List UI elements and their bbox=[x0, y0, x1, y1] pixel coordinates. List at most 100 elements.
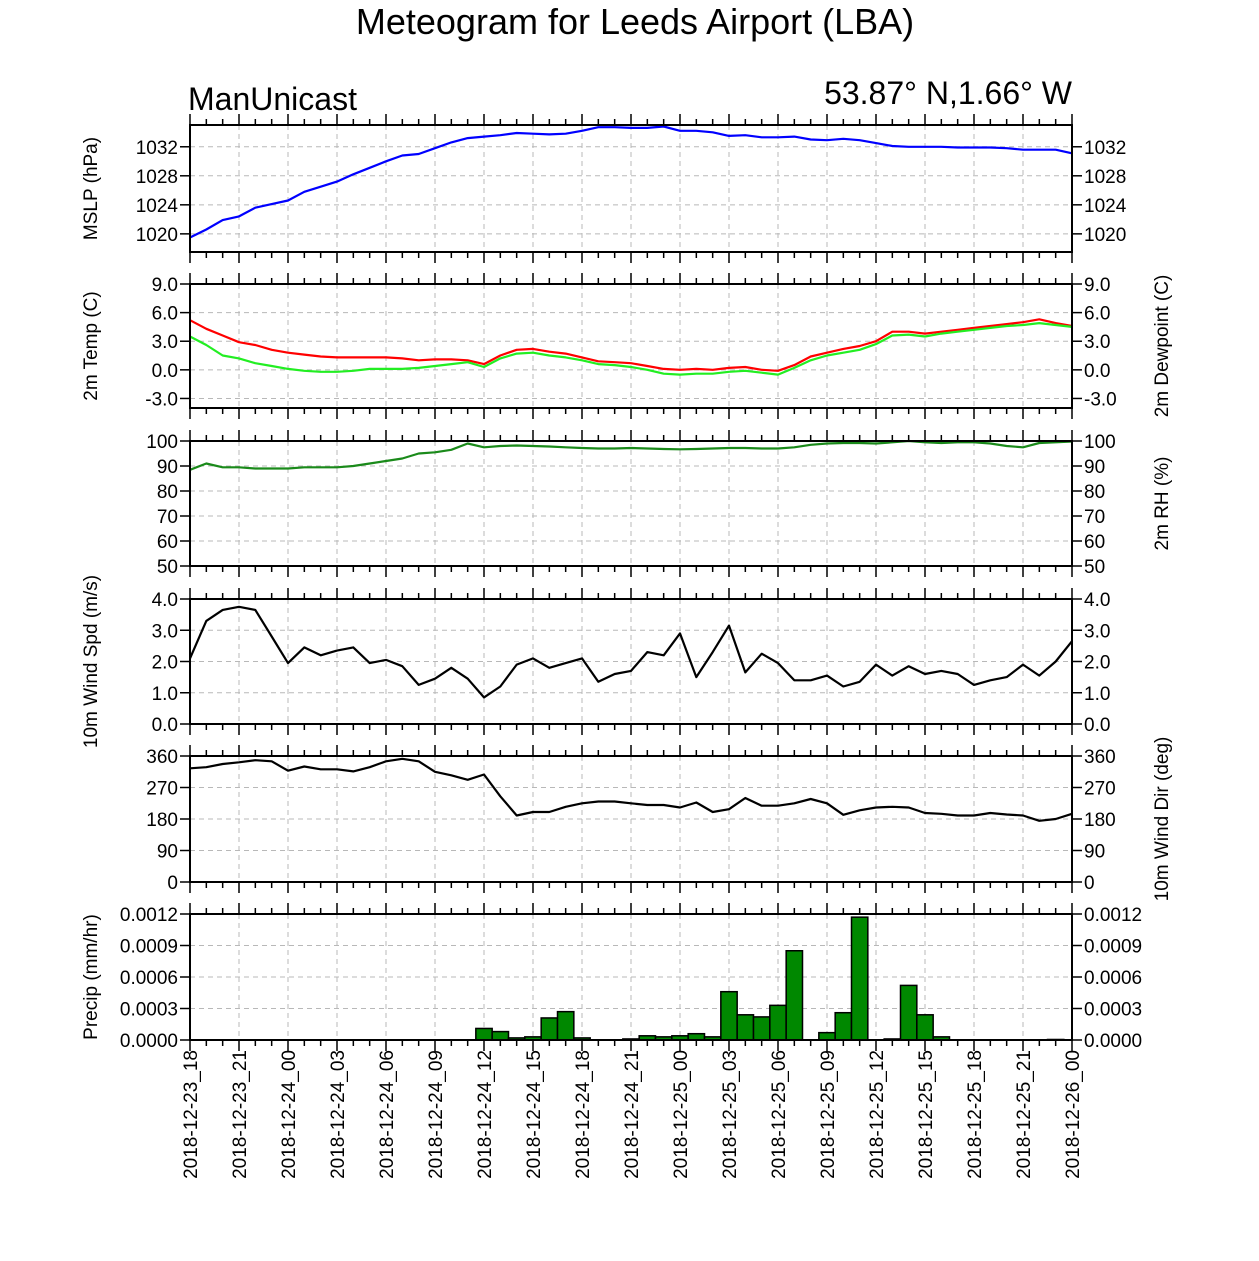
precip-bar bbox=[752, 1016, 771, 1041]
y-tick-label-right: 80 bbox=[1084, 482, 1105, 503]
y-tick-label-right: 270 bbox=[1084, 779, 1116, 800]
precip-bar bbox=[736, 1014, 755, 1041]
series-line-0 bbox=[189, 318, 1073, 372]
precip-bar bbox=[769, 1004, 787, 1041]
y-tick-label-right: 50 bbox=[1084, 557, 1105, 578]
chart-subtitle-left: ManUnicast bbox=[188, 81, 357, 117]
y-tick-label-left: 1020 bbox=[136, 225, 178, 246]
y-tick-label-left: 2.0 bbox=[152, 653, 178, 674]
y-tick-label-left: 100 bbox=[146, 432, 178, 453]
y-tick-label-right: 0.0006 bbox=[1084, 968, 1142, 989]
y-tick-label-right: 180 bbox=[1084, 810, 1116, 831]
x-tick-label: 2018-12-25_03 bbox=[720, 1050, 741, 1179]
y-tick-label-left: 180 bbox=[146, 810, 178, 831]
y-tick-label-right: 100 bbox=[1084, 432, 1116, 453]
y-tick-label-right: -3.0 bbox=[1084, 389, 1117, 410]
y-tick-label-right: 0.0012 bbox=[1084, 905, 1142, 926]
precip-bar bbox=[720, 990, 738, 1041]
precip-bar bbox=[850, 916, 869, 1041]
y-tick-label-left: 90 bbox=[157, 457, 178, 478]
x-tick-label: 2018-12-25_06 bbox=[769, 1050, 790, 1179]
y-tick-label-right: 1.0 bbox=[1084, 684, 1110, 705]
series-line-1 bbox=[189, 322, 1073, 376]
panel-4: 0 0 90 90 180 180 270 270 360 360 10m Wind Dir (de… bbox=[146, 737, 1173, 902]
y-tick-label-left: 360 bbox=[146, 747, 178, 768]
y-tick-label-right: 4.0 bbox=[1084, 590, 1110, 611]
y-tick-label-right: 3.0 bbox=[1084, 621, 1110, 642]
precip-bar bbox=[785, 950, 804, 1041]
y-tick-label-left: 4.0 bbox=[152, 590, 178, 611]
y-tick-label-right: 1020 bbox=[1084, 225, 1126, 246]
chart-title: Meteogram for Leeds Airport (LBA) bbox=[356, 1, 914, 42]
y-tick-label-left: 50 bbox=[157, 557, 178, 578]
precip-bar bbox=[556, 1010, 575, 1041]
y-tick-label-left: 0.0 bbox=[152, 361, 178, 382]
y-axis-title-left: Precip (mm/hr) bbox=[81, 914, 102, 1040]
series-line-0 bbox=[189, 757, 1073, 822]
x-tick-label: 2018-12-24_03 bbox=[328, 1050, 349, 1179]
y-tick-label-left: 6.0 bbox=[152, 304, 178, 325]
y-tick-label-right: 9.0 bbox=[1084, 275, 1110, 296]
panel-0: 1020 1020 1024 1024 1028 1028 1032 1032 MSLP (hP… bbox=[81, 114, 1127, 263]
y-tick-label-right: 60 bbox=[1084, 532, 1105, 553]
precip-bar bbox=[916, 1014, 934, 1041]
y-axis-title-right: 2m RH (%) bbox=[1152, 457, 1173, 551]
x-tick-label: 2018-12-24_06 bbox=[377, 1050, 398, 1179]
precip-bar bbox=[491, 1030, 510, 1041]
y-tick-label-left: 3.0 bbox=[152, 332, 178, 353]
x-axis: 2018-12-23_18 2018-12-23_21 2018-12-24_00 2… bbox=[181, 1050, 1084, 1179]
series-line-0 bbox=[188, 605, 1073, 699]
y-tick-label-left: 90 bbox=[157, 842, 178, 863]
panel-1: -3.0 -3.0 0.0 0.0 3.0 3.0 6.0 6.0 9.0 9.0 2m Temp … bbox=[81, 273, 1173, 419]
y-tick-label-right: 0.0 bbox=[1084, 715, 1110, 736]
y-tick-label-right: 3.0 bbox=[1084, 332, 1110, 353]
precip-bar bbox=[540, 1017, 559, 1041]
y-tick-label-left: 70 bbox=[157, 507, 178, 528]
x-tick-label: 2018-12-25_12 bbox=[867, 1050, 888, 1179]
x-tick-label: 2018-12-25_09 bbox=[818, 1050, 839, 1179]
x-tick-label: 2018-12-25_18 bbox=[965, 1050, 986, 1179]
y-tick-label-left: 3.0 bbox=[152, 621, 178, 642]
y-tick-label-left: 0.0003 bbox=[120, 1000, 178, 1021]
panel-3: 0.0 0.0 1.0 1.0 2.0 2.0 3.0 3.0 4.0 4.0 10m Wind S… bbox=[81, 575, 1110, 748]
chart-subtitle-right: 53.87° N,1.66° W bbox=[824, 75, 1073, 111]
x-tick-label: 2018-12-25_15 bbox=[916, 1050, 937, 1179]
y-tick-label-left: 0.0000 bbox=[120, 1031, 178, 1052]
series-line-0 bbox=[189, 439, 1073, 471]
precip-bar bbox=[834, 1011, 853, 1041]
x-tick-label: 2018-12-25_21 bbox=[1014, 1050, 1035, 1179]
y-tick-label-right: 2.0 bbox=[1084, 653, 1110, 674]
y-tick-label-left: 1028 bbox=[136, 167, 178, 188]
x-tick-label: 2018-12-23_18 bbox=[181, 1050, 202, 1179]
y-tick-label-right: 6.0 bbox=[1084, 304, 1110, 325]
y-tick-label-right: 1028 bbox=[1084, 167, 1126, 188]
x-tick-label: 2018-12-25_00 bbox=[671, 1050, 692, 1179]
x-tick-label: 2018-12-24_21 bbox=[622, 1050, 643, 1179]
y-tick-label-left: 0.0012 bbox=[120, 905, 178, 926]
x-tick-label: 2018-12-26_00 bbox=[1063, 1050, 1084, 1179]
y-axis-title-left: 10m Wind Spd (m/s) bbox=[81, 575, 102, 748]
y-tick-label-left: 60 bbox=[157, 532, 178, 553]
y-tick-label-right: 0.0 bbox=[1084, 361, 1110, 382]
panels-group: 1020 1020 1024 1024 1028 1028 1032 1032 MSLP (hP… bbox=[81, 114, 1173, 1052]
x-tick-label: 2018-12-24_09 bbox=[426, 1050, 447, 1179]
panel-2: 50 50 60 60 70 70 80 80 90 90 100 100 2m RH (%) bbox=[146, 430, 1173, 578]
y-tick-label-right: 0 bbox=[1084, 873, 1095, 894]
y-tick-label-right: 360 bbox=[1084, 747, 1116, 768]
panel-5: 0.0000 0.0000 0.0003 0.0003 0.0006 0.0006 0.00… bbox=[81, 903, 1142, 1052]
y-tick-label-left: 0 bbox=[167, 873, 178, 894]
y-axis-title-right: 2m Dewpoint (C) bbox=[1152, 275, 1173, 418]
y-axis-title-left: 2m Temp (C) bbox=[81, 291, 102, 400]
precip-bar bbox=[475, 1027, 493, 1041]
y-tick-label-left: 1.0 bbox=[152, 684, 178, 705]
y-tick-label-left: 9.0 bbox=[152, 275, 178, 296]
y-tick-label-left: -3.0 bbox=[145, 389, 178, 410]
series-line-0 bbox=[189, 125, 1073, 239]
y-tick-label-right: 0.0009 bbox=[1084, 937, 1142, 958]
y-tick-label-left: 0.0006 bbox=[120, 968, 178, 989]
x-tick-label: 2018-12-23_21 bbox=[230, 1050, 251, 1179]
x-tick-label: 2018-12-24_12 bbox=[475, 1050, 496, 1179]
y-axis-title-right: 10m Wind Dir (deg) bbox=[1152, 737, 1173, 902]
y-tick-label-left: 0.0 bbox=[152, 715, 178, 736]
